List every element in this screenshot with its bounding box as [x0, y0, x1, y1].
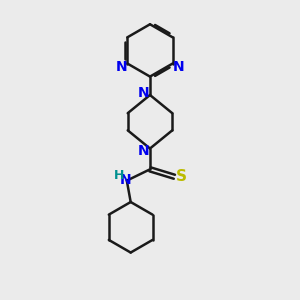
- Text: N: N: [119, 173, 131, 187]
- Text: N: N: [138, 144, 149, 158]
- Text: N: N: [172, 60, 184, 74]
- Text: N: N: [138, 85, 149, 100]
- Text: N: N: [116, 60, 127, 74]
- Text: H: H: [114, 169, 124, 182]
- Text: S: S: [176, 169, 186, 184]
